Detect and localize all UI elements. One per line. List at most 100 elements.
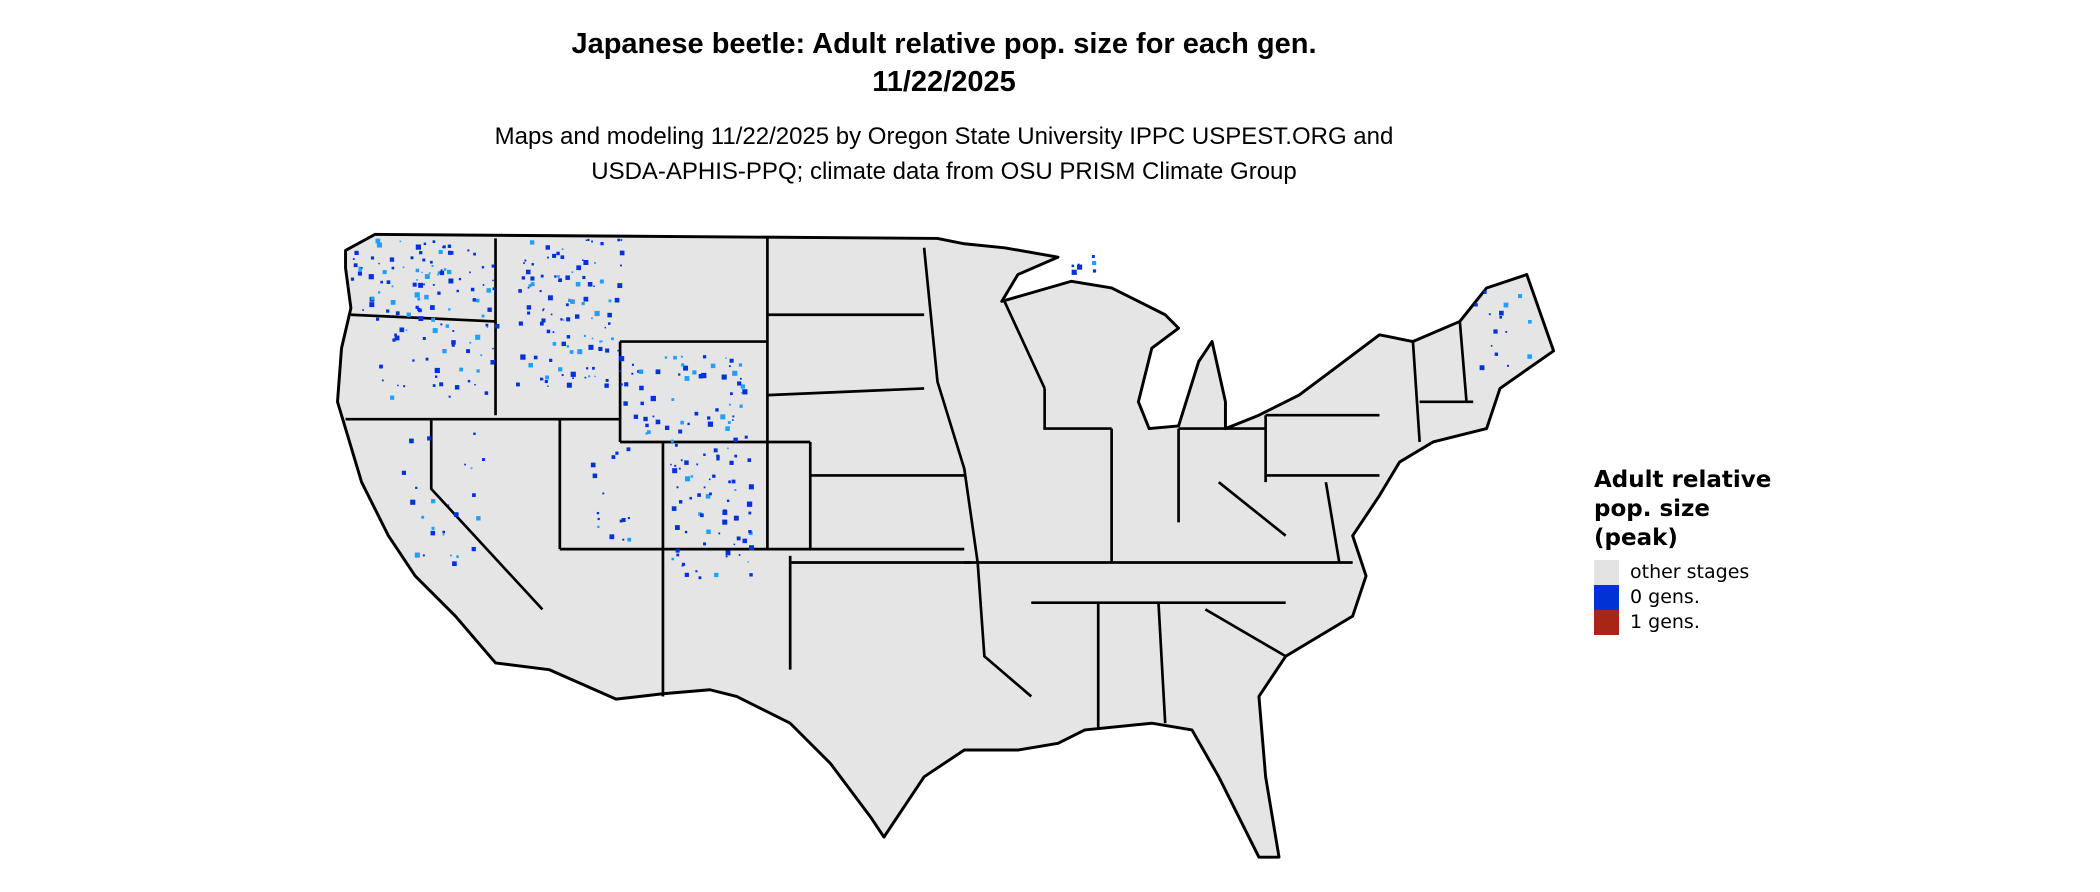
zero-gens-cell [725,357,727,359]
zero-gens-cell [619,356,625,362]
state-border [429,419,544,611]
zero-gens-cell [716,454,720,458]
zero-gens-cell [566,317,571,322]
zero-gens-cell [473,432,476,436]
zero-gens-cell [552,253,557,258]
zero-gens-cell [380,280,383,284]
zero-gens-cell [721,374,727,380]
state-border [1003,300,1046,389]
zero-gens-cell [520,354,526,360]
zero-gens-cell [1499,315,1503,319]
zero-gens-cell [469,271,471,274]
zero-gens-cell [728,480,731,484]
zero-gens-cell [638,369,644,374]
zero-gens-cell [382,270,387,275]
state-border [1324,481,1341,563]
zero-gens-cell [692,370,697,375]
zero-gens-cell [655,419,661,425]
zero-gens-cell [432,240,436,243]
zero-gens-cell [424,274,430,279]
zero-gens-cell [484,391,489,395]
zero-gens-cell [712,474,716,478]
zero-gens-cell [1077,264,1083,270]
zero-gens-cell [584,376,587,379]
state-border [767,387,925,397]
zero-gens-cell [676,553,680,557]
zero-gens-cell [375,317,380,321]
zero-gens-cell [747,561,749,563]
zero-gens-cell [627,537,632,542]
zero-gens-cell [681,562,686,566]
zero-gens-cell [542,308,545,310]
zero-gens-cell [563,319,565,321]
zero-gens-cell [467,249,470,252]
zero-gens-cell [456,289,459,293]
zero-gens-cell [705,493,711,499]
zero-gens-cell [747,458,752,462]
legend-label: 0 gens. [1630,586,1700,608]
zero-gens-cell [664,425,670,431]
zero-gens-cell [481,266,485,269]
zero-gens-cell [412,359,415,362]
zero-gens-cell [409,438,414,444]
zero-gens-cell [689,496,692,500]
zero-gens-cell [476,369,480,373]
zero-gens-cell [585,239,588,241]
zero-gens-cell [569,350,574,354]
zero-gens-cell [375,238,381,244]
zero-gens-cell [607,312,612,318]
zero-gens-cell [549,358,553,362]
zero-gens-cell [428,272,431,275]
zero-gens-cell [734,454,738,458]
zero-gens-cell [645,432,648,435]
zero-gens-cell [392,338,396,342]
zero-gens-cell [565,303,569,307]
zero-gens-cell [637,370,640,373]
zero-gens-cell [414,552,420,558]
zero-gens-cell [619,519,623,523]
zero-gens-cell [405,329,408,331]
zero-gens-cell [415,305,419,309]
zero-gens-cell [684,572,689,577]
zero-gens-cell [740,384,746,389]
zero-gens-cell [604,326,607,329]
zero-gens-cell [415,486,418,489]
zero-gens-cell [566,335,571,339]
zero-gens-cell [600,242,604,246]
state-border [1043,388,1112,430]
zero-gens-cell [729,460,734,465]
zero-gens-cell [560,318,563,321]
zero-gens-cell [542,309,544,312]
zero-gens-cell [709,492,712,496]
zero-gens-cell [1488,313,1491,316]
zero-gens-cell [476,516,481,521]
zero-gens-cell [596,511,600,515]
zero-gens-cell [733,515,739,521]
zero-gens-cell [378,262,380,265]
zero-gens-cell [379,364,383,369]
zero-gens-cell [437,291,441,295]
zero-gens-cell [402,266,405,269]
zero-gens-cell [358,266,362,270]
zero-gens-cell [481,314,485,318]
zero-gens-cell [1499,310,1504,316]
zero-gens-cell [739,377,742,380]
zero-gens-cell [471,546,476,552]
zero-gens-cell [451,340,456,345]
zero-gens-cell [715,408,719,412]
zero-gens-cell [1071,269,1077,275]
zero-gens-cell [617,283,623,289]
zero-gens-cell [1479,365,1485,371]
zero-gens-cell [575,314,580,319]
zero-gens-cell [674,443,678,447]
zero-gens-cell [707,416,711,420]
zero-gens-cell [1518,294,1523,299]
zero-gens-cell [527,311,531,315]
zero-gens-cell [611,455,616,459]
zero-gens-cell [1505,330,1508,333]
zero-gens-cell [583,334,586,338]
zero-gens-cell [586,367,589,370]
legend-swatch-0-gens [1594,585,1619,610]
zero-gens-cell [728,403,731,406]
zero-gens-cell [1092,269,1097,273]
